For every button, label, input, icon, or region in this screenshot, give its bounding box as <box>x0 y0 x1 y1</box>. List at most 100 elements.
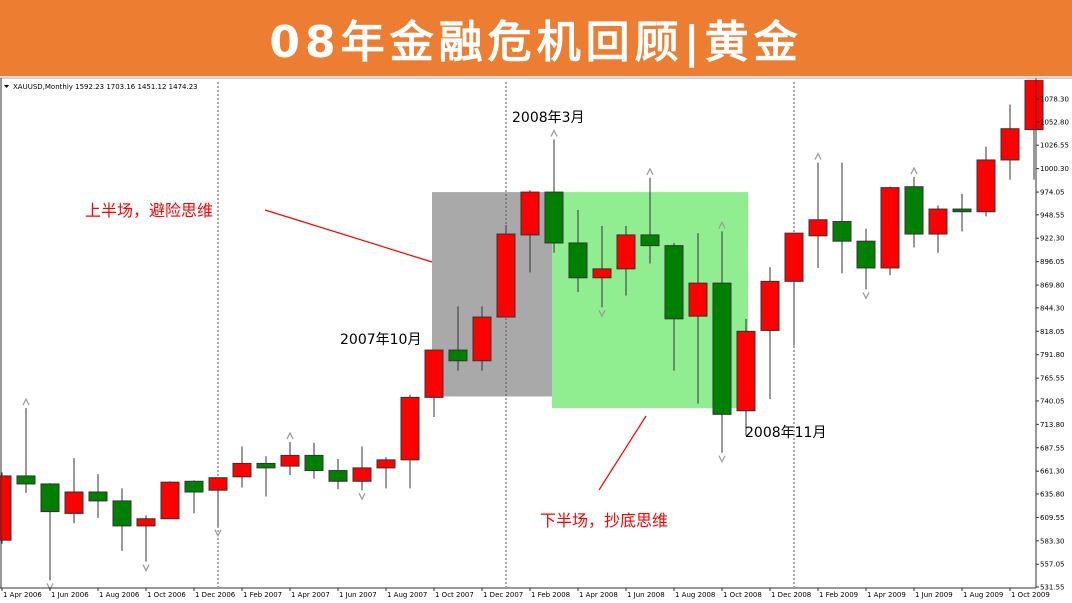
candle-up <box>136 518 156 527</box>
x-tick-label: 1 Feb 2007 <box>243 591 282 599</box>
candle-up <box>280 454 300 467</box>
fractal-down-icon <box>142 564 150 572</box>
x-tick-label: 1 Jun 2006 <box>51 591 89 599</box>
candle-down <box>664 245 684 320</box>
x-tick-label: 1 Dec 2006 <box>195 591 236 599</box>
candle-up <box>496 233 516 318</box>
fractal-up-icon <box>550 129 558 137</box>
x-tick-label: 1 Apr 2009 <box>867 591 906 599</box>
y-tick-label: 713.80 <box>1040 421 1065 429</box>
fractal-down-icon <box>358 492 366 501</box>
candle-down <box>256 462 276 469</box>
y-tick-label: 765.55 <box>1040 375 1065 383</box>
x-tick-label: 1 Dec 2008 <box>771 591 811 599</box>
x-tick-label: 1 Oct 2008 <box>723 591 762 599</box>
candle-down <box>712 282 732 415</box>
candle-down <box>952 208 972 213</box>
y-tick-label: 609.55 <box>1040 514 1065 522</box>
candle-up <box>376 459 396 469</box>
candle-up <box>616 234 636 270</box>
y-tick-label: 635.80 <box>1040 490 1065 498</box>
candle-up <box>1000 128 1020 161</box>
chart-top-edge <box>0 78 1072 80</box>
x-tick-label: 1 Apr 2007 <box>291 591 330 599</box>
banner-divider <box>0 76 1072 78</box>
candle-up <box>592 268 612 279</box>
candle-up <box>472 316 492 362</box>
x-tick-label: 1 Aug 2006 <box>99 591 140 599</box>
annotation-line-second-half <box>598 415 647 491</box>
y-tick-label: 1052.80 <box>1040 118 1069 126</box>
annotation-oct-2007: 2007年10月 <box>340 332 421 348</box>
candle-up <box>520 191 540 236</box>
candle-up <box>0 475 12 541</box>
y-tick-label: 974.05 <box>1040 189 1065 197</box>
fractal-up-icon <box>718 221 726 229</box>
candle-up <box>784 232 804 282</box>
y-tick-label: 740.05 <box>1040 397 1065 405</box>
x-tick-label: 1 Apr 2006 <box>3 591 42 599</box>
y-tick-label: 531.55 <box>1040 584 1065 592</box>
y-tick-label: 844.30 <box>1040 304 1065 312</box>
x-tick-label: 1 Jun 2007 <box>339 591 377 599</box>
x-tick-label: 1 Feb 2008 <box>531 591 570 599</box>
y-tick-label: 948.55 <box>1040 211 1065 219</box>
y-tick-label: 791.80 <box>1040 351 1065 359</box>
y-tick-label: 922.30 <box>1040 235 1065 243</box>
annotation-second-half: 下半场，抄底思维 <box>540 511 668 530</box>
annotation-nov-2008: 2008年11月 <box>745 425 826 441</box>
fractal-down-icon <box>718 455 726 464</box>
fractal-down-icon <box>598 309 606 318</box>
x-tick-label: 1 Dec 2007 <box>483 591 523 599</box>
candle-down <box>184 480 204 493</box>
candle-up <box>400 396 420 461</box>
candle-up <box>760 280 780 331</box>
y-tick-label: 1026.55 <box>1040 142 1069 150</box>
candle-up <box>160 481 180 520</box>
x-tick-label: 1 Oct 2006 <box>147 591 186 599</box>
y-tick-label: 869.80 <box>1040 282 1065 290</box>
candle-up <box>64 491 84 514</box>
banner-title: 08年金融危机回顾|黄金 <box>269 17 803 68</box>
x-tick-label: 1 Apr 2008 <box>579 591 618 599</box>
fractal-up-icon <box>286 431 294 440</box>
candle-down <box>448 349 468 362</box>
candle-up <box>736 330 756 412</box>
y-tick-label: 557.05 <box>1040 561 1065 569</box>
symbol-info: XAUUSD,Monthly 1592.23 1703.16 1451.12 1… <box>13 83 198 91</box>
x-tick-label: 1 Aug 2007 <box>387 591 427 599</box>
candle-down <box>904 186 924 235</box>
y-tick-label: 1078.30 <box>1040 96 1069 104</box>
y-tick-label: 687.55 <box>1040 444 1065 452</box>
candle-down <box>304 454 324 472</box>
title-banner: 08年金融危机回顾|黄金 <box>0 0 1072 76</box>
candle-up <box>976 159 996 213</box>
candle-up <box>424 349 444 398</box>
x-tick-label: 1 Aug 2008 <box>675 591 715 599</box>
candle-down <box>40 483 60 513</box>
fractal-down-icon <box>214 529 222 538</box>
x-tick-label: 1 Oct 2007 <box>435 591 474 599</box>
candle-down <box>568 242 588 279</box>
candle-down <box>16 475 36 485</box>
candle-down <box>640 234 660 247</box>
candlestick-chart: 1078.30 1052.80 1026.55 1000.30 974.05 948.55… <box>0 78 1072 599</box>
symbol-dropdown-icon[interactable] <box>4 85 9 88</box>
y-tick-label: 1000.30 <box>1040 165 1069 173</box>
x-tick-label: 1 Aug 2009 <box>963 591 1003 599</box>
fractal-up-icon <box>814 152 822 160</box>
y-tick-label: 661.30 <box>1040 468 1065 476</box>
candle-up <box>232 462 252 478</box>
x-tick-label: 1 Oct 2009 <box>1011 591 1050 599</box>
candle-down <box>112 500 132 527</box>
y-tick-label: 818.05 <box>1040 328 1065 336</box>
candle-up <box>352 467 372 482</box>
candle-down <box>544 191 564 244</box>
annotation-mar-2008: 2008年3月 <box>512 110 585 126</box>
candle-down <box>328 470 348 482</box>
candle-down <box>832 221 852 242</box>
fractal-down-icon <box>862 292 870 300</box>
annotation-first-half: 上半场，避险思维 <box>85 201 213 220</box>
candle-up <box>208 477 228 491</box>
candle-up <box>808 219 828 237</box>
